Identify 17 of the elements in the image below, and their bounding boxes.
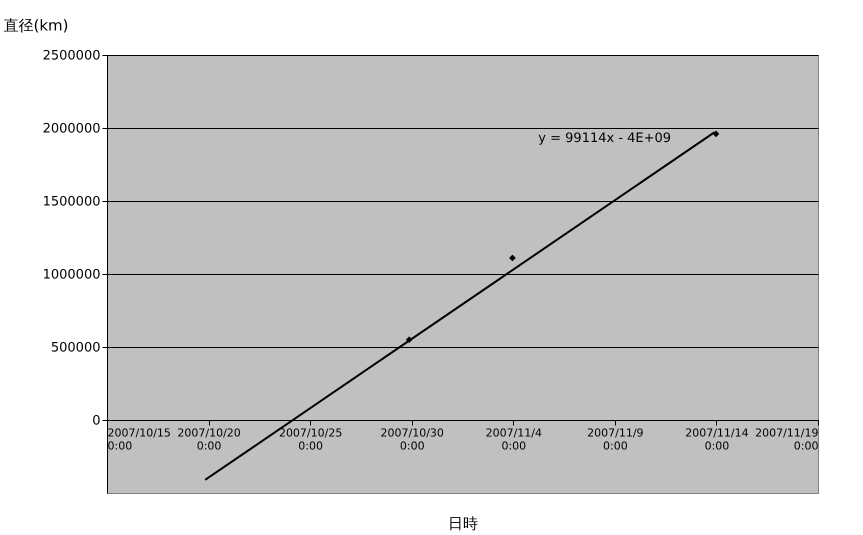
y-axis-title: 直径(km): [4, 16, 69, 34]
y-tick-label: 2500000: [42, 48, 100, 64]
x-tick-label: 2007/11/4 0:00: [486, 426, 542, 452]
y-tick-label: 500000: [50, 340, 100, 356]
x-tick-label: 2007/10/15 0:00: [108, 426, 171, 452]
annotation: y = 99114x - 4E+09: [538, 131, 672, 146]
x-tick-label: 2007/10/25 0:00: [278, 426, 342, 452]
x-tick-label: 2007/11/9 0:00: [587, 426, 644, 452]
y-tick-label: 2000000: [42, 122, 100, 136]
x-tick-label: 2007/10/20 0:00: [177, 426, 241, 452]
x-axis-title: 日時: [448, 514, 478, 532]
x-tick-label: 2007/11/19 0:00: [755, 426, 818, 452]
x-tick-label: 2007/11/14 0:00: [685, 426, 749, 452]
y-tick-label: 0: [92, 414, 100, 428]
y-tick-label: 1500000: [42, 194, 100, 210]
x-tick-label: 2007/10/30 0:00: [380, 426, 444, 452]
y-tick-label: 1000000: [42, 268, 100, 282]
